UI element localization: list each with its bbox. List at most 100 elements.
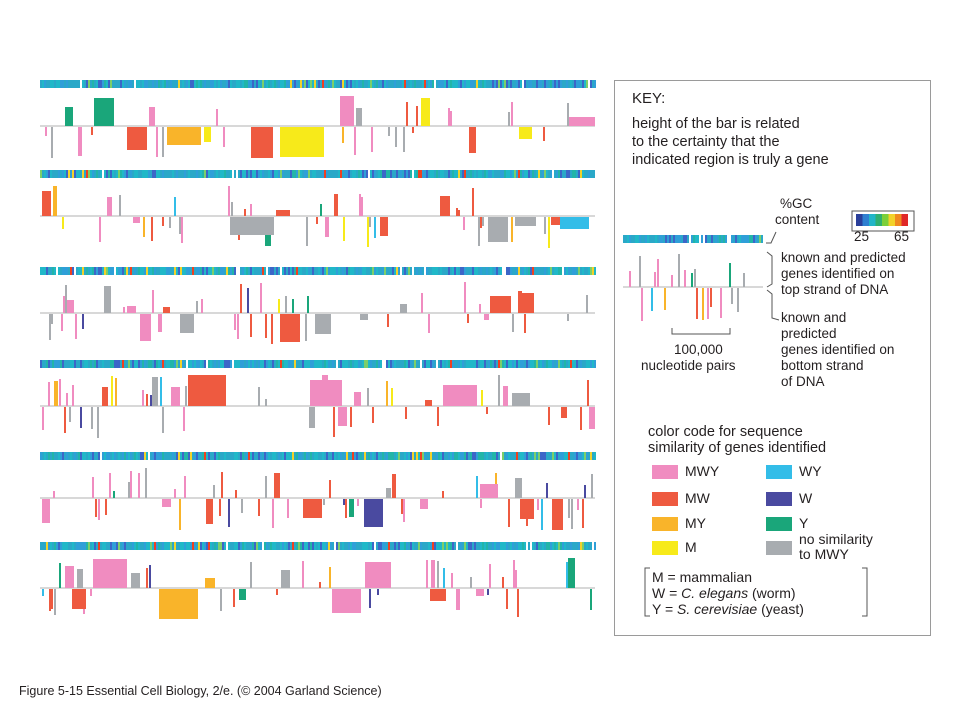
gc-stripe-tick [276, 360, 278, 368]
gc-stripe-tick [378, 452, 380, 460]
gc-stripe-tick [202, 452, 204, 460]
gc-stripe-tick [356, 80, 358, 88]
gc-stripe-tick [440, 80, 442, 88]
gc-stripe-tick [90, 267, 92, 275]
gc-stripe-tick [574, 452, 576, 460]
gc-stripe-tick [362, 360, 364, 368]
gc-stripe-tick [438, 542, 440, 550]
gc-stripe-tick [134, 542, 136, 550]
gc-stripe-tick [48, 360, 50, 368]
gc-stripe-tick [458, 360, 460, 368]
abbr-worm: W = C. elegans (worm) [652, 585, 796, 601]
gc-stripe-tick [192, 267, 194, 275]
gc-scale-swatch [875, 214, 882, 226]
gene-bar-bottom [403, 499, 405, 522]
gc-stripe-tick [112, 452, 114, 460]
gene-bar-bottom [219, 499, 221, 516]
gene-bar-bottom [250, 314, 252, 337]
gene-bar-bottom [478, 217, 480, 246]
gc-stripe-tick [394, 267, 396, 275]
gc-stripe-tick [52, 360, 54, 368]
key-gc-tick [695, 235, 697, 243]
scale-bar [671, 328, 731, 335]
gene-bar-top [123, 307, 125, 313]
gc-stripe-tick [522, 452, 524, 460]
gene-bar-bottom [456, 589, 460, 610]
key-gc-tick [747, 235, 749, 243]
gc-stripe-tick [94, 360, 96, 368]
gc-content-stripe [40, 542, 595, 550]
gc-stripe-tick [238, 267, 240, 275]
gene-bar-bottom [508, 499, 510, 527]
gene-bar-bottom [223, 127, 225, 147]
gc-stripe-tick [62, 452, 64, 460]
gc-stripe-tick [476, 80, 478, 88]
gc-stripe-tick [354, 452, 356, 460]
gc-stripe-tick [132, 360, 134, 368]
gc-stripe-tick [142, 170, 144, 178]
gc-stripe-tick [404, 267, 406, 275]
gc-stripe-tick [186, 542, 188, 550]
gc-stripe-tick [324, 170, 326, 178]
gc-stripe-tick [148, 267, 150, 275]
gene-bar-top [185, 386, 187, 406]
gene-bar-top [149, 107, 155, 126]
gc-stripe-tick [274, 170, 276, 178]
gc-stripe-tick [172, 360, 174, 368]
gc-stripe-tick [424, 267, 426, 275]
gc-stripe-tick [498, 360, 500, 368]
gc-stripe-tick [442, 170, 444, 178]
gene-bar-bottom [156, 127, 158, 157]
gc-stripe-tick [40, 267, 42, 275]
key-gc-tick [755, 235, 757, 243]
gc-stripe-tick [282, 452, 284, 460]
gc-stripe-tick [122, 267, 124, 275]
gc-stripe-tick [44, 80, 46, 88]
gc-stripe-tick [494, 80, 496, 88]
gc-stripe-tick [278, 452, 280, 460]
gc-stripe-tick [500, 80, 502, 88]
gc-stripe-tick [152, 80, 154, 88]
gc-stripe-tick [454, 267, 456, 275]
gc-stripe-tick [294, 170, 296, 178]
gc-stripe-tick [524, 170, 526, 178]
gc-stripe-tick [40, 360, 42, 368]
gc-stripe-tick [588, 267, 590, 275]
gene-bar-top [386, 381, 388, 406]
bottom-strand-line-4: bottom strand [781, 358, 864, 373]
gc-stripe-tick [92, 80, 94, 88]
gc-stripe-tick [420, 267, 422, 275]
gene-bar-top [145, 468, 147, 498]
gc-stripe-tick [312, 360, 314, 368]
gc-stripe-tick [484, 80, 486, 88]
gc-stripe-tick [130, 267, 132, 275]
gene-bar-bottom [99, 217, 101, 242]
gene-bar-bottom [357, 499, 359, 506]
key-gc-tick [659, 235, 661, 243]
gc-stripe-tick [252, 360, 254, 368]
gene-bar-top [107, 197, 112, 216]
gene-bar-top [146, 568, 148, 588]
gc-stripe-tick [206, 170, 208, 178]
gc-stripe-tick [282, 267, 284, 275]
gc-stripe-tick [252, 80, 254, 88]
gc-stripe-tick [126, 267, 128, 275]
gc-stripe-tick [332, 360, 334, 368]
gc-stripe-tick [134, 80, 136, 88]
gc-stripe-tick [372, 267, 374, 275]
gene-bar-bottom [333, 407, 335, 437]
gc-stripe-tick [218, 267, 220, 275]
gc-stripe-tick [136, 80, 138, 88]
gc-stripe-tick [282, 360, 284, 368]
key-gc-tick [683, 235, 685, 243]
gc-stripe-tick [200, 542, 202, 550]
gc-stripe-tick [554, 452, 556, 460]
gc-stripe-tick [188, 542, 190, 550]
gc-stripe-tick [366, 360, 368, 368]
gc-stripe-tick [256, 80, 258, 88]
gene-bar-bottom [484, 314, 489, 320]
gc-stripe-tick [480, 542, 482, 550]
key-gc-tick [667, 235, 669, 243]
gene-bar-bottom [49, 589, 51, 611]
key-gene-bar-top [657, 259, 659, 287]
